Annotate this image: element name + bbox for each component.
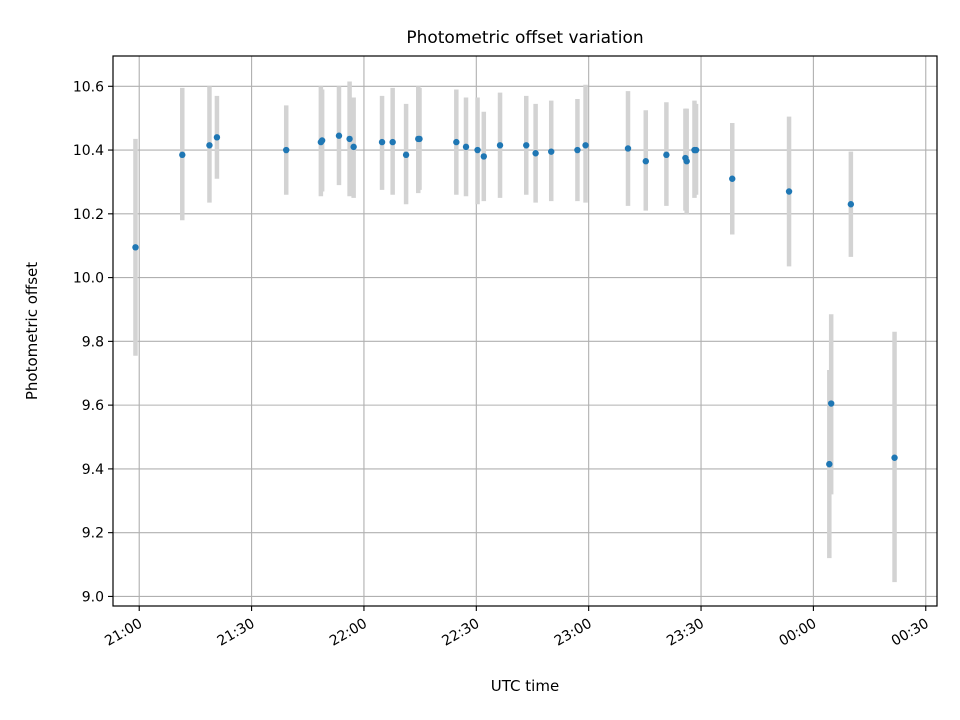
data-point bbox=[827, 400, 835, 407]
grid bbox=[113, 56, 937, 606]
y-tick-label: 10.6 bbox=[73, 79, 104, 95]
data-point bbox=[826, 460, 833, 468]
data-point bbox=[692, 146, 700, 154]
data-point bbox=[402, 151, 410, 159]
chart-title: Photometric offset variation bbox=[406, 28, 643, 48]
data-point bbox=[532, 150, 539, 157]
data-point bbox=[548, 148, 555, 155]
data-point bbox=[132, 244, 139, 251]
data-point bbox=[335, 132, 343, 139]
y-tick-label: 9.0 bbox=[82, 589, 104, 605]
y-tick-label: 9.8 bbox=[82, 334, 104, 350]
data-point bbox=[574, 146, 581, 154]
y-tick-label: 10.2 bbox=[73, 207, 104, 223]
data-point bbox=[389, 138, 396, 146]
data-point bbox=[480, 153, 487, 160]
data-point bbox=[642, 158, 649, 165]
data-point bbox=[206, 142, 213, 149]
y-tick-label: 10.0 bbox=[73, 271, 104, 287]
data-point bbox=[474, 146, 481, 154]
data-point bbox=[350, 143, 357, 151]
data-point bbox=[785, 188, 793, 195]
data-point bbox=[318, 137, 326, 144]
data-points bbox=[132, 132, 898, 468]
data-point bbox=[462, 143, 470, 151]
data-point bbox=[283, 146, 290, 154]
data-point bbox=[346, 135, 353, 143]
data-point bbox=[582, 142, 589, 149]
data-point bbox=[378, 138, 386, 146]
data-point bbox=[523, 142, 530, 149]
y-tick-label: 9.4 bbox=[82, 462, 104, 478]
data-point bbox=[683, 158, 690, 165]
data-point bbox=[496, 142, 504, 149]
y-tick-label: 9.2 bbox=[82, 526, 104, 542]
data-point bbox=[416, 135, 423, 143]
data-point bbox=[179, 151, 186, 159]
data-point bbox=[729, 175, 736, 182]
y-tick-label: 9.6 bbox=[82, 398, 104, 414]
x-axis-label: UTC time bbox=[491, 677, 559, 695]
data-point bbox=[453, 138, 460, 146]
data-point bbox=[663, 151, 670, 159]
data-point bbox=[891, 454, 898, 461]
data-point bbox=[847, 201, 855, 208]
y-axis-ticks: 9.0 9.2 9.4 9.6 9.8 10.0 10.2 10.4 10.6 bbox=[73, 79, 113, 605]
plot-frame bbox=[112, 55, 938, 607]
data-point bbox=[213, 134, 221, 141]
y-axis-label: Photometric offset bbox=[23, 262, 41, 400]
y-tick-label: 10.4 bbox=[73, 143, 104, 159]
data-point bbox=[624, 145, 632, 152]
